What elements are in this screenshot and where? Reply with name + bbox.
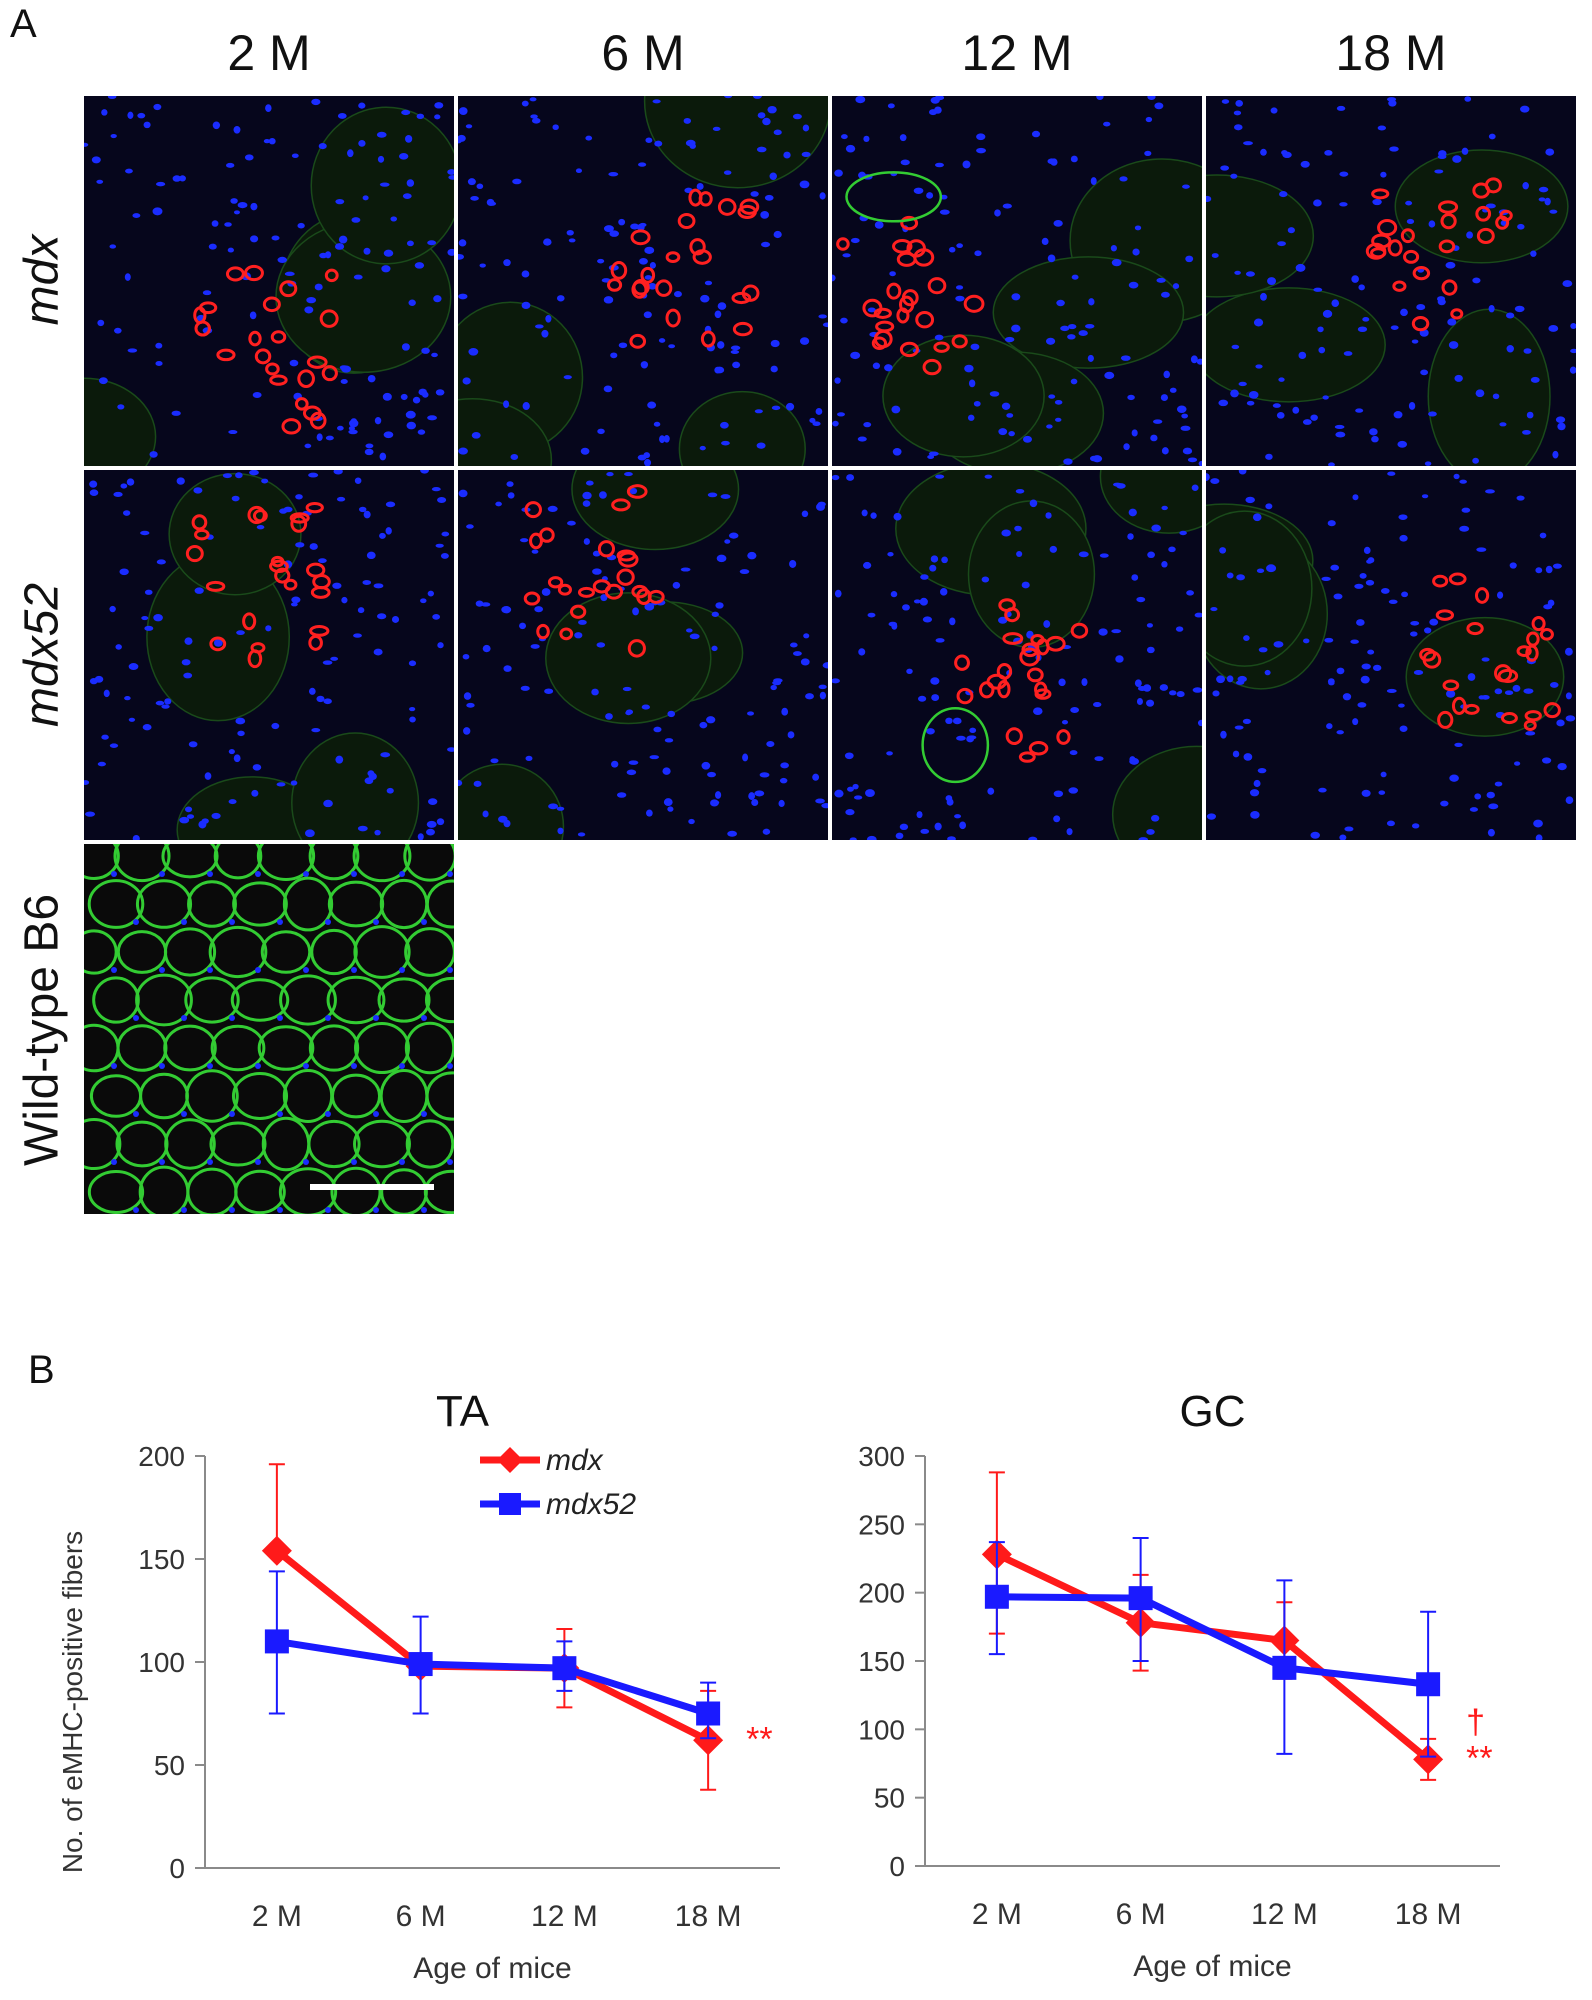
y-tick-label: 250 (858, 1509, 905, 1540)
series-line (274, 1548, 710, 1744)
chart-title: TA (436, 1387, 490, 1436)
y-tick-label: 200 (138, 1441, 185, 1472)
row-label-mdx52: mdx52 (15, 582, 69, 728)
row-label-wild-type: Wild-type B6 (15, 893, 69, 1167)
series-mdx52 (984, 1537, 1441, 1758)
panel-b-label: B (28, 1348, 55, 1392)
micrograph-mdx-6m (458, 96, 828, 466)
chart-ta: TA 0 50 100 150 200 2 M 6 M 12 M 18 M Age of mice N… (40, 1380, 800, 1995)
column-label-6m: 6 M (601, 25, 685, 81)
x-tick-label: 2 M (972, 1898, 1022, 1931)
data-point (1416, 1672, 1441, 1697)
y-tick-label: 300 (858, 1441, 905, 1472)
column-label-12m: 12 M (961, 25, 1073, 81)
chart-title: GC (1180, 1387, 1246, 1436)
micrograph-wild-type (84, 844, 454, 1214)
x-tick-label: 12 M (531, 1900, 598, 1933)
legend-swatch-marker (499, 1493, 521, 1515)
y-axis-label: No. of eMHC-positive fibers (57, 1531, 88, 1873)
micrograph-mdx-12m (832, 96, 1202, 466)
x-tick-label: 18 M (1395, 1898, 1462, 1931)
legend-swatch-marker (497, 1447, 523, 1473)
chart-gc-svg: GC 0 50 100 150 200 250 300 2 M 6 M 12 M 18 M Age of… (858, 1387, 1500, 1983)
x-tick-label: 12 M (1251, 1898, 1318, 1931)
micrograph-mdx52-6m (458, 470, 828, 840)
y-tick-label: 0 (169, 1853, 185, 1884)
series-mdx (261, 1463, 724, 1791)
data-point (1272, 1655, 1297, 1680)
x-tick-label: 2 M (252, 1900, 302, 1933)
series-mdx52 (264, 1570, 721, 1740)
data-point (552, 1656, 577, 1681)
series-line (996, 1593, 1429, 1688)
data-point (1413, 1744, 1444, 1775)
data-point (696, 1701, 721, 1726)
significance-marker: ** (1466, 1739, 1492, 1777)
micrograph-mdx52-2m (84, 470, 454, 840)
chart-ta-svg: TA 0 50 100 150 200 2 M 6 M 12 M 18 M Age of mice N… (57, 1387, 780, 1985)
x-tick-label: 18 M (675, 1900, 742, 1933)
micrograph-mdx52-18m (1206, 470, 1576, 840)
series-line (995, 1551, 1431, 1763)
column-label-18m: 18 M (1335, 25, 1447, 81)
y-tick-label: 50 (874, 1783, 905, 1814)
y-tick-label: 100 (138, 1647, 185, 1678)
y-tick-label: 200 (858, 1578, 905, 1609)
data-point (408, 1652, 433, 1677)
panel-a-label: A (10, 2, 37, 46)
x-axis-label: Age of mice (1133, 1950, 1291, 1983)
data-point (264, 1629, 289, 1654)
x-tick-label: 6 M (1116, 1898, 1166, 1931)
y-tick-label: 150 (138, 1544, 185, 1575)
data-point (693, 1725, 724, 1756)
data-point (984, 1584, 1009, 1609)
significance-marker: ** (746, 1720, 772, 1758)
significance-marker: † (1466, 1703, 1485, 1741)
micrograph-mdx-18m (1206, 96, 1576, 466)
data-point (261, 1535, 292, 1566)
y-tick-label: 50 (154, 1750, 185, 1781)
legend-label: mdx (546, 1444, 604, 1477)
data-point (1128, 1586, 1153, 1611)
micrograph-mdx52-12m (832, 470, 1202, 840)
series-line (276, 1637, 710, 1717)
x-tick-label: 6 M (396, 1900, 446, 1933)
row-label-mdx: mdx (15, 234, 69, 326)
y-tick-label: 0 (889, 1851, 905, 1882)
series-mdx (981, 1471, 1444, 1781)
y-tick-label: 100 (858, 1714, 905, 1745)
x-axis-label: Age of mice (413, 1952, 571, 1985)
micrograph-mdx-2m (84, 96, 454, 466)
column-label-2m: 2 M (227, 25, 311, 81)
chart-gc: GC 0 50 100 150 200 250 300 2 M 6 M 12 M 18 M Age of… (800, 1380, 1560, 1995)
y-tick-label: 150 (858, 1646, 905, 1677)
legend-label: mdx52 (546, 1488, 636, 1521)
